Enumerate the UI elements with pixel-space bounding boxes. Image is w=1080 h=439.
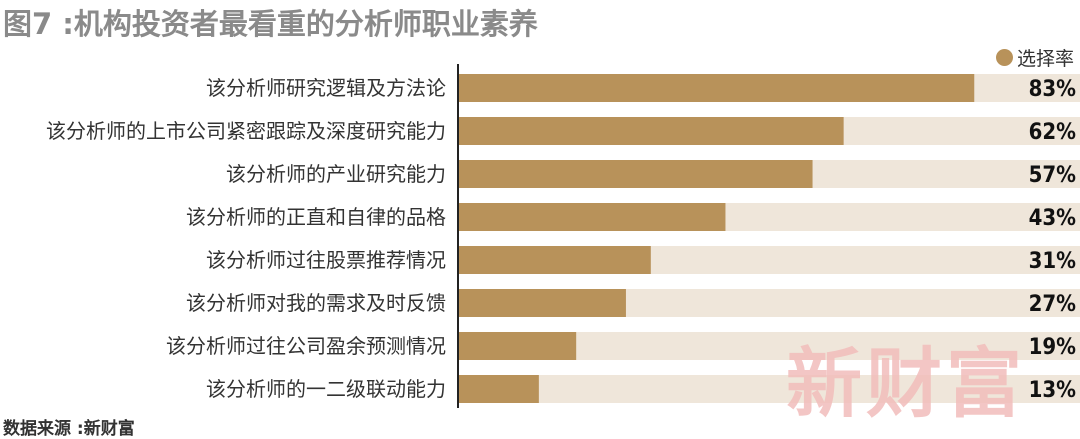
value-label: 31% bbox=[1029, 249, 1077, 274]
category-label: 该分析师的产业研究能力 bbox=[226, 162, 446, 186]
category-label: 该分析师的上市公司紧密跟踪及深度研究能力 bbox=[46, 119, 446, 143]
category-label: 该分析师研究逻辑及方法论 bbox=[206, 76, 446, 100]
chart-title: 图7 :机构投资者最看重的分析师职业素养 bbox=[3, 7, 538, 41]
bar bbox=[458, 117, 844, 145]
watermark: 新财富 bbox=[786, 339, 1026, 428]
bar bbox=[458, 332, 577, 360]
value-label: 43% bbox=[1029, 206, 1077, 231]
category-label: 该分析师过往公司盈余预测情况 bbox=[166, 334, 446, 358]
source-note: 数据来源 :新财富 bbox=[3, 419, 135, 439]
bar-track bbox=[458, 375, 1080, 403]
category-label: 该分析师的正直和自律的品格 bbox=[186, 205, 446, 229]
legend: 选择率 bbox=[995, 44, 1074, 71]
bar bbox=[458, 246, 651, 274]
value-label: 13% bbox=[1029, 378, 1077, 403]
value-label: 62% bbox=[1029, 120, 1077, 145]
legend-swatch bbox=[995, 49, 1013, 66]
legend-label: 选择率 bbox=[1016, 48, 1074, 70]
value-label: 19% bbox=[1029, 335, 1077, 360]
bar bbox=[458, 289, 626, 317]
value-label: 83% bbox=[1029, 77, 1077, 102]
bar bbox=[458, 74, 975, 102]
category-label: 该分析师的一二级联动能力 bbox=[206, 377, 446, 401]
value-label: 27% bbox=[1029, 292, 1077, 317]
bar bbox=[458, 160, 813, 188]
bar bbox=[458, 203, 726, 231]
value-label: 57% bbox=[1029, 163, 1077, 188]
bar bbox=[458, 375, 539, 403]
category-label: 该分析师过往股票推荐情况 bbox=[206, 248, 446, 272]
category-label: 该分析师对我的需求及时反馈 bbox=[186, 291, 446, 315]
